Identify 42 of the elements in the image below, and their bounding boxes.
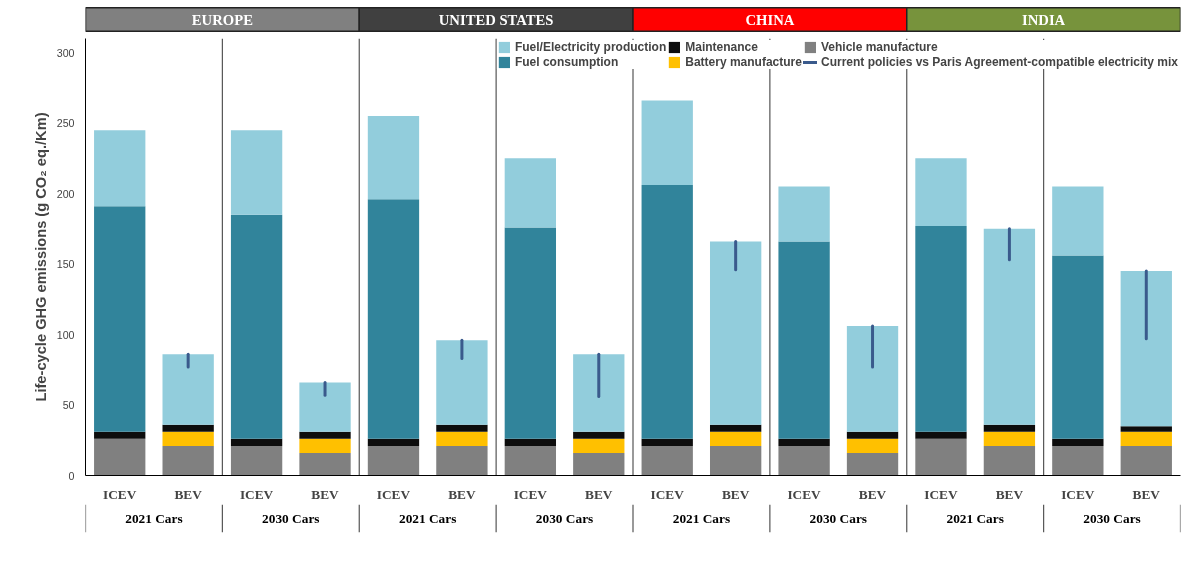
x-tick-label: ICEV [239,486,274,502]
text: 2021 Cars [399,511,457,526]
y-tick-label: 300 [56,46,75,59]
x-tick-label: BEV [311,486,340,502]
x-tick-label: BEV [858,486,887,502]
text: 2021 Cars [946,511,1004,526]
y-axis-title: Life-cycle GHG emissions (g CO₂ eq./Km) [32,112,49,402]
x-tick-label: BEV [174,486,203,502]
text: CHINA [745,11,795,28]
y-tick-label: 50 [62,399,75,412]
x-tick-label: ICEV [103,486,137,502]
text: 2021 Cars [672,511,731,526]
x-tick-label: ICEV [650,486,685,502]
legend-label: Battery manufacture [685,55,802,69]
x-tick-label: ICEV [376,486,411,502]
y-tick-label: 0 [68,469,75,482]
y-tick-label: 250 [56,117,75,130]
y-tick-label: 150 [56,258,75,271]
legend-label: Fuel/Electricity production [514,40,667,54]
text: 2030 Cars [809,511,868,526]
text: 2021 Cars [125,511,183,526]
legend-label: Fuel consumption [514,55,619,69]
x-tick-label: BEV [721,486,750,502]
y-tick-label: 200 [56,187,75,200]
y-tick-label: 100 [56,328,75,341]
text: UNITED STATES [438,11,554,28]
text: 2030 Cars [1083,511,1141,526]
text: 2030 Cars [262,511,320,526]
text: INDIA [1022,11,1066,28]
text: EUROPE [191,11,254,28]
x-tick-label: ICEV [513,486,548,502]
legend-label: Vehicle manufacture [820,40,938,54]
x-tick-label: ICEV [787,486,822,502]
legend-label: Maintenance [685,40,758,54]
x-tick-label: BEV [585,486,613,502]
annotation: Current policies vs Paris Agreement-compatible electricity mix [820,55,1178,69]
x-tick-label: BEV [448,486,476,502]
x-tick-label: BEV [995,486,1024,502]
x-tick-label: ICEV [924,486,959,502]
x-tick-label: BEV [1132,486,1161,502]
text: 2030 Cars [535,511,594,526]
x-tick-label: ICEV [1061,486,1095,502]
